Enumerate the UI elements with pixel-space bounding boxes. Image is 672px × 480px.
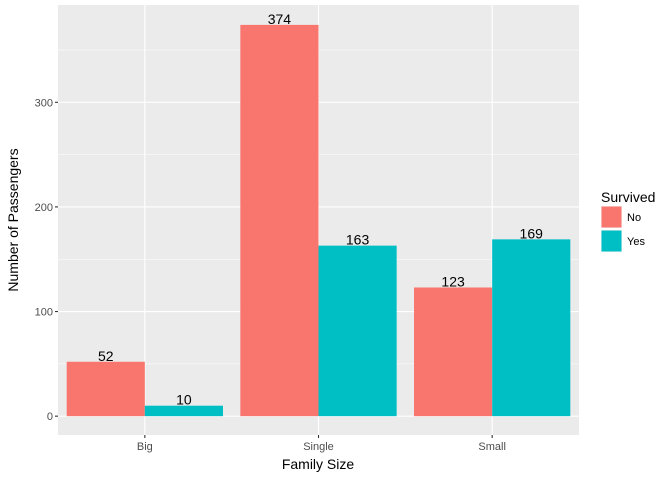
legend: Survived No Yes (601, 189, 655, 252)
legend-label: Yes (627, 236, 645, 248)
bars (66, 24, 571, 417)
x-axis-title: Family Size (282, 456, 355, 472)
data-label: 52 (98, 348, 114, 364)
x-axis: Big Single Small (137, 435, 506, 453)
data-label: 169 (520, 225, 544, 241)
bar-small-no (414, 287, 493, 417)
data-label: 123 (441, 273, 465, 289)
bar-big-no (66, 361, 145, 417)
bar-single-no (240, 24, 319, 417)
y-axis: 0 100 200 300 (35, 97, 58, 423)
data-labels: 52 10 374 163 123 169 (98, 11, 543, 408)
y-axis-title: Number of Passengers (5, 148, 21, 291)
data-label: 163 (346, 232, 370, 248)
data-label: 374 (268, 11, 292, 27)
bar-small-yes (492, 239, 571, 417)
legend-swatch-no (601, 206, 622, 228)
y-tick-label: 300 (35, 97, 53, 109)
legend-swatch-yes (601, 230, 622, 252)
data-label: 10 (176, 392, 192, 408)
bar-single-yes (318, 245, 397, 417)
x-tick-label: Big (137, 441, 153, 453)
x-tick-label: Single (303, 441, 334, 453)
y-tick-label: 100 (35, 307, 53, 319)
x-tick-label: Small (478, 441, 506, 453)
legend-title: Survived (601, 189, 655, 205)
bar-big-yes (144, 405, 223, 417)
y-tick-label: 0 (47, 411, 53, 423)
legend-label: No (627, 212, 641, 224)
y-tick-label: 200 (35, 202, 53, 214)
